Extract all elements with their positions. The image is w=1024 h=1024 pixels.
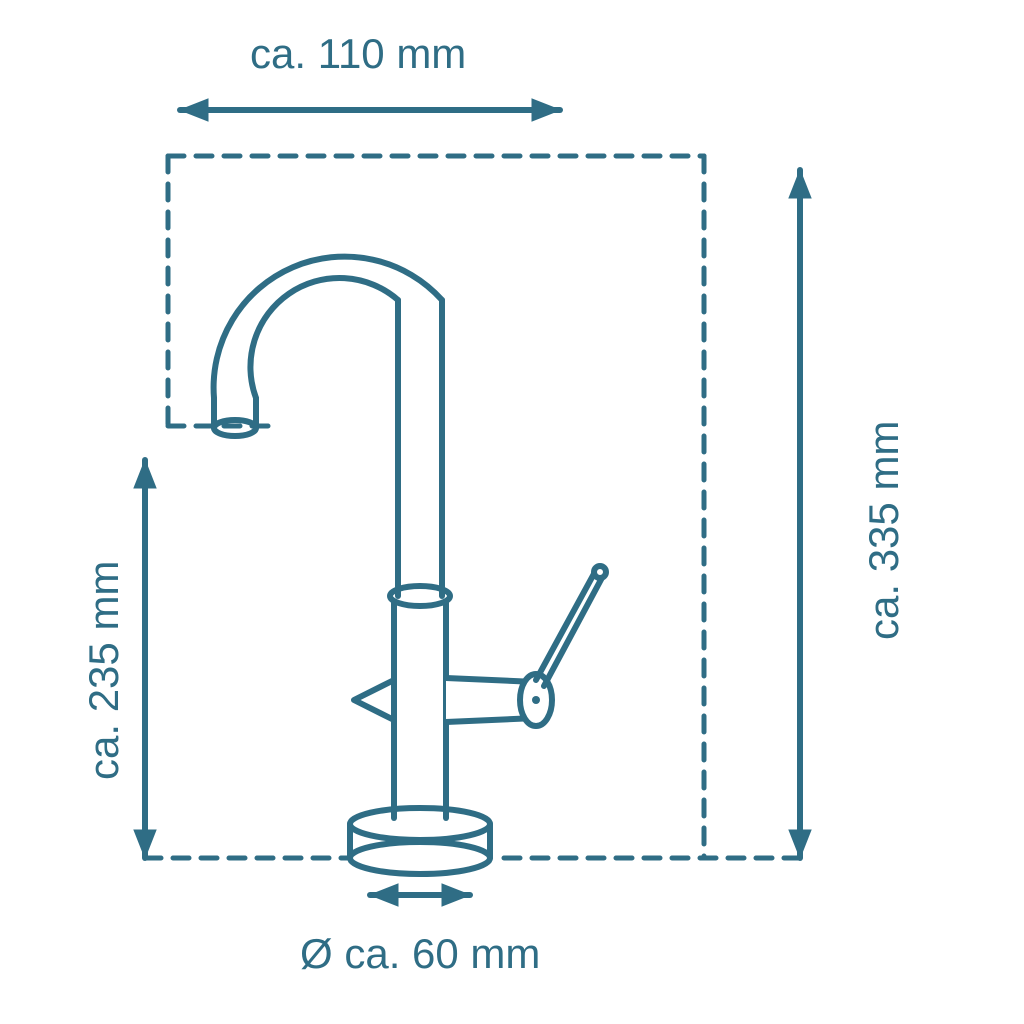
label-height-left: ca. 235 mm [80,561,128,780]
label-base-dia: Ø ca. 60 mm [300,930,540,978]
label-width-top: ca. 110 mm [250,30,466,78]
label-height-right: ca. 335 mm [860,421,908,640]
diagram-stage: ca. 110 mm ca. 335 mm ca. 235 mm Ø ca. 6… [0,0,1024,1024]
